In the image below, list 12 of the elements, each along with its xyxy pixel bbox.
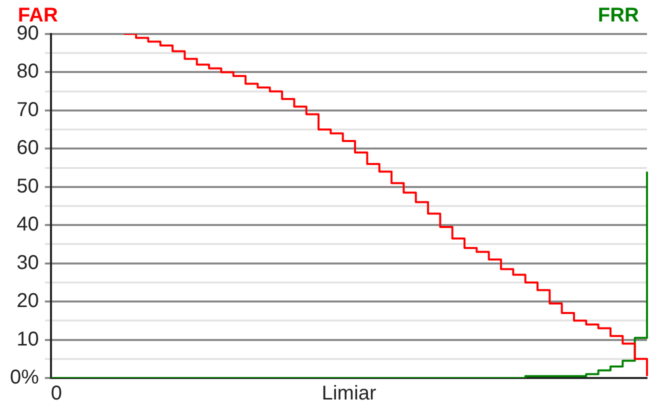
y-tick-label: 60 xyxy=(16,137,39,160)
x-axis-title: Limiar xyxy=(322,382,377,405)
y-tick-label: 70 xyxy=(16,98,39,121)
text: FRR xyxy=(598,4,640,27)
y-tick-label: 80 xyxy=(16,60,39,83)
y-tick-label: 50 xyxy=(16,175,39,198)
y-tick-label: 40 xyxy=(16,214,39,236)
y-tick-label: 0% xyxy=(10,366,40,389)
x-tick-label: 0 xyxy=(50,382,62,405)
y-tick-label: 30 xyxy=(16,252,39,274)
y-tick-label: 10 xyxy=(16,328,39,350)
y-tick-label: 20 xyxy=(16,290,39,312)
